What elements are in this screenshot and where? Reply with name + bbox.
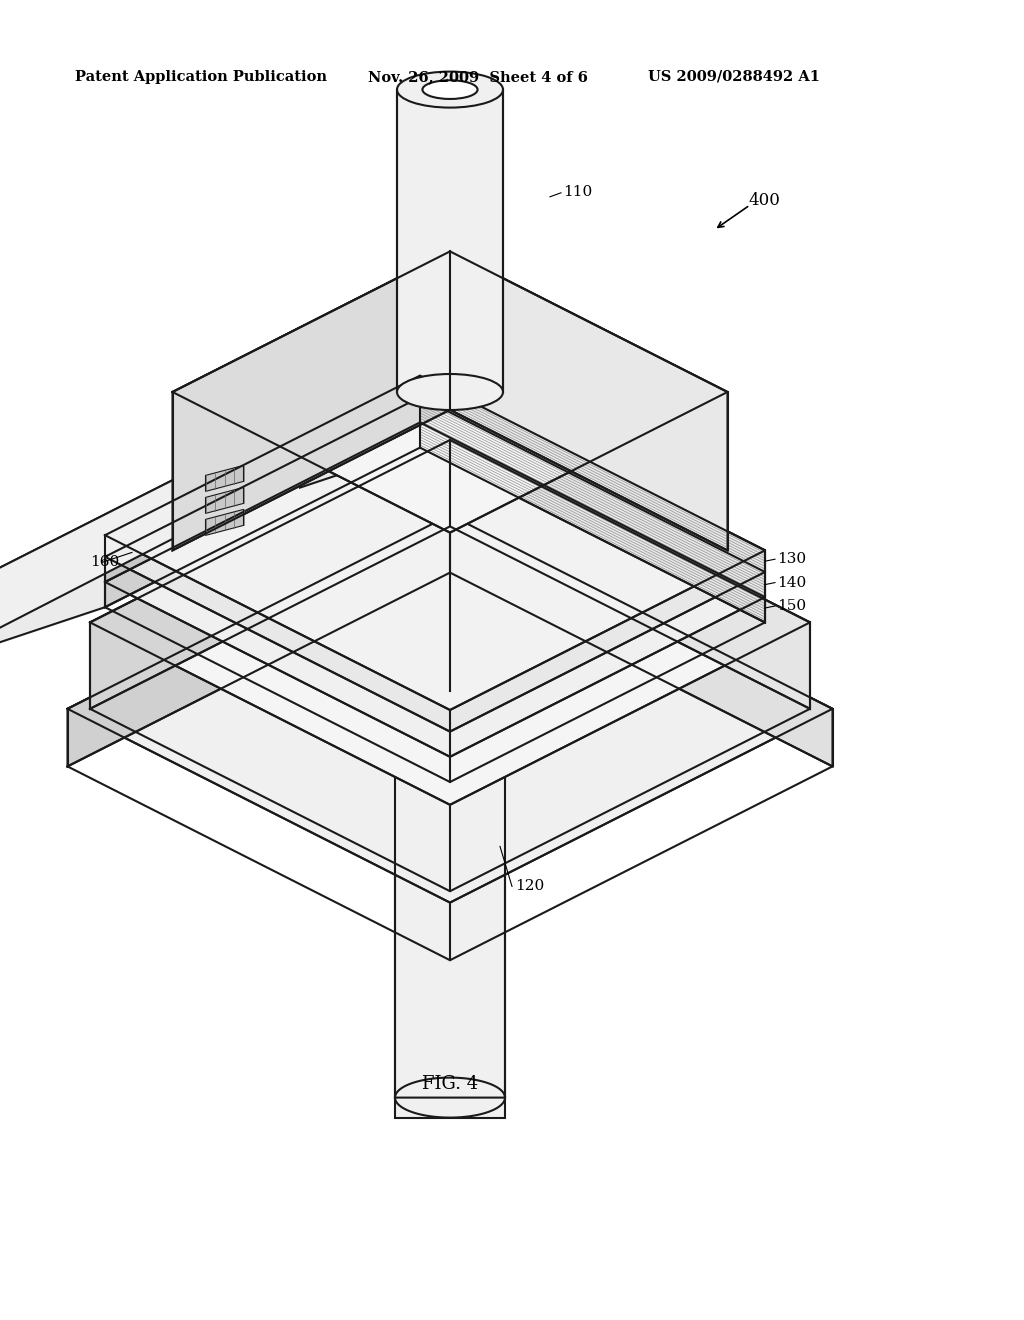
Polygon shape [206,510,244,536]
Polygon shape [105,397,765,731]
Polygon shape [90,440,810,805]
Text: Patent Application Publication: Patent Application Publication [75,70,327,84]
Ellipse shape [423,81,477,99]
Polygon shape [450,515,833,767]
Polygon shape [105,422,420,607]
Polygon shape [300,376,420,487]
Polygon shape [172,251,450,550]
Polygon shape [450,251,727,550]
Text: 120: 120 [515,879,544,894]
Text: 150: 150 [777,599,806,612]
Text: FIG. 4: FIG. 4 [422,1074,478,1093]
Polygon shape [68,515,450,767]
Polygon shape [105,376,765,710]
Polygon shape [105,376,420,557]
Polygon shape [206,487,244,513]
Text: 160: 160 [90,556,119,569]
Text: Nov. 26, 2009  Sheet 4 of 6: Nov. 26, 2009 Sheet 4 of 6 [368,70,588,84]
Polygon shape [0,416,315,645]
Polygon shape [420,376,765,623]
Polygon shape [68,515,833,903]
Text: US 2009/0288492 A1: US 2009/0288492 A1 [648,70,820,84]
Text: 110: 110 [563,185,592,199]
Ellipse shape [397,374,503,411]
Polygon shape [420,422,765,623]
Polygon shape [105,397,420,582]
Polygon shape [0,376,420,576]
Polygon shape [206,466,244,491]
Polygon shape [450,440,810,709]
Polygon shape [397,90,503,392]
Polygon shape [395,767,505,1118]
Text: 140: 140 [777,576,806,590]
Ellipse shape [395,746,505,787]
Polygon shape [420,376,765,572]
Polygon shape [0,535,105,647]
Polygon shape [420,397,765,597]
Text: 130: 130 [777,552,806,566]
Text: 400: 400 [748,191,780,209]
Ellipse shape [397,71,503,108]
Polygon shape [105,422,765,756]
Polygon shape [395,1098,505,1118]
Polygon shape [172,251,727,532]
Polygon shape [90,440,450,709]
